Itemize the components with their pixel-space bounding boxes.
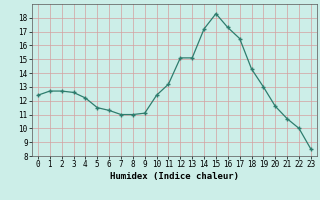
X-axis label: Humidex (Indice chaleur): Humidex (Indice chaleur) [110, 172, 239, 181]
